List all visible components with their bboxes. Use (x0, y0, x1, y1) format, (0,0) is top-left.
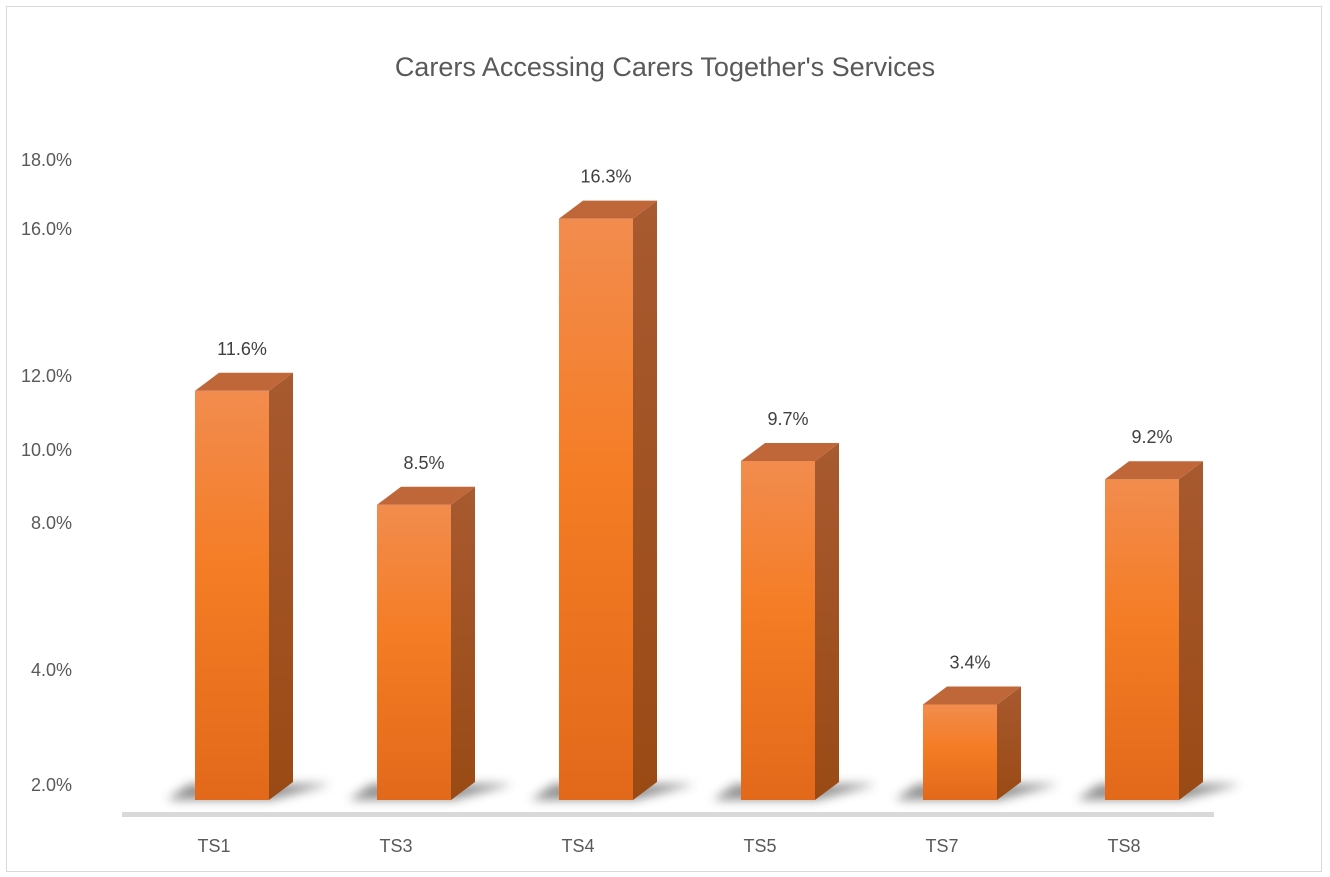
x-tick-label: TS4 (561, 836, 594, 856)
x-tick-label: TS7 (925, 836, 958, 856)
y-tick-label: 2.0% (31, 775, 72, 795)
bar-top (1105, 461, 1203, 480)
bar-ts5 (741, 442, 839, 800)
bar-ts4 (559, 200, 657, 800)
bar-front (195, 390, 269, 800)
data-label: 9.7% (767, 409, 808, 429)
bar-top (741, 442, 839, 461)
y-tick-label: 18.0% (21, 150, 72, 170)
bar-front (923, 704, 997, 800)
data-label: 16.3% (580, 167, 631, 187)
bar-side (269, 372, 293, 800)
bar-side (815, 442, 839, 800)
bar-side (1179, 461, 1203, 800)
bar-front (1105, 479, 1179, 800)
y-tick-label: 16.0% (21, 219, 72, 239)
bar-side (451, 486, 475, 800)
y-tick-label: 8.0% (31, 513, 72, 533)
bar-top (559, 200, 657, 219)
data-label: 8.5% (403, 453, 444, 473)
x-tick-label: TS3 (379, 836, 412, 856)
y-tick-label: 10.0% (21, 440, 72, 460)
bar-top (377, 486, 475, 505)
data-label: 3.4% (949, 653, 990, 673)
bar-front (741, 460, 815, 800)
bar-ts1 (195, 372, 293, 800)
y-tick-label: 12.0% (21, 366, 72, 386)
chart-title: Carers Accessing Carers Together's Servi… (394, 52, 936, 82)
bar-top (195, 372, 293, 391)
bar-front (377, 504, 451, 800)
bar-ts3 (377, 486, 475, 800)
data-label: 11.6% (217, 339, 267, 359)
bar-ts7 (923, 686, 1021, 800)
x-axis-line (122, 812, 1214, 817)
y-tick-label: 4.0% (31, 660, 72, 680)
x-tick-label: TS5 (743, 836, 776, 856)
bar-front (559, 218, 633, 800)
bar-ts8 (1105, 461, 1203, 800)
bar-top (923, 686, 1021, 705)
x-tick-label: TS8 (1107, 836, 1140, 856)
data-label: 9.2% (1131, 427, 1172, 447)
bar-side (997, 686, 1021, 800)
x-tick-label: TS1 (197, 836, 230, 856)
bar-side (633, 200, 657, 800)
